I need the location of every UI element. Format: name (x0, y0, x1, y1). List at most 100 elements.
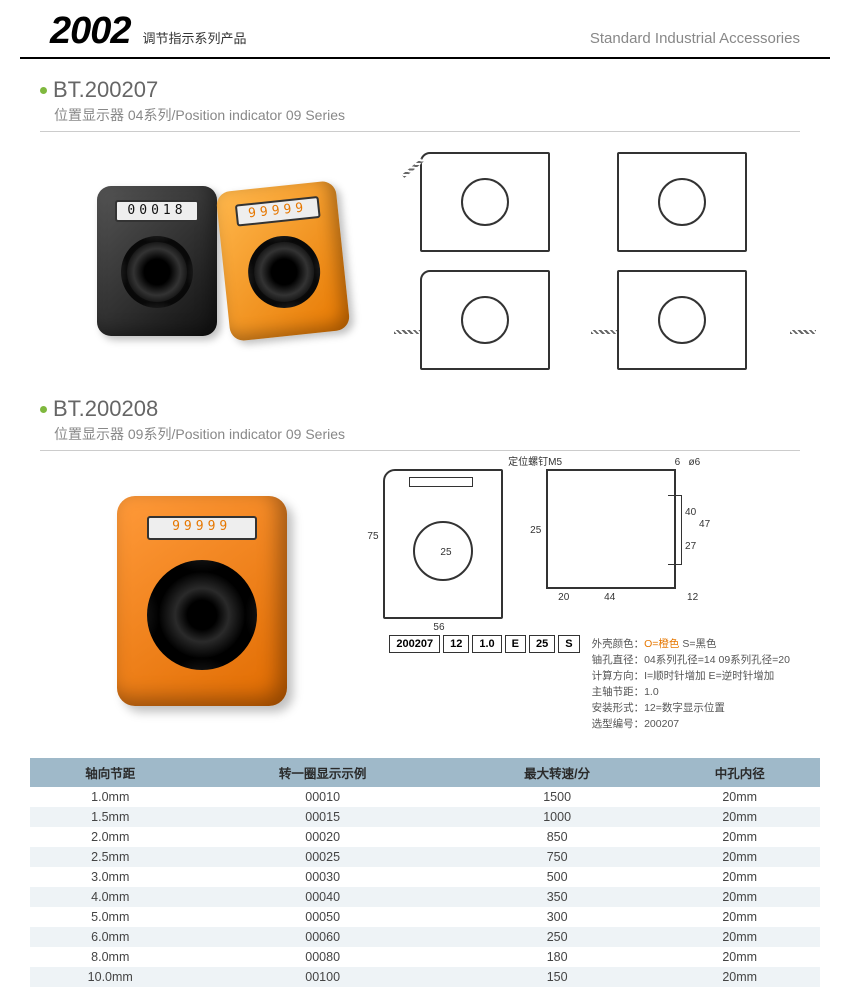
order-code-cell: 1.0 (472, 635, 501, 653)
counter-orange: 99999 (235, 196, 321, 227)
dim-tb: ø6 (689, 457, 701, 468)
counter-big: 99999 (147, 516, 257, 540)
dim-ta: 6 (675, 457, 681, 468)
order-code-cell: 25 (529, 635, 555, 653)
page-header: 2002 调节指示系列产品 Standard Industrial Access… (20, 0, 830, 59)
table-row: 1.0mm00010150020mm (30, 787, 820, 807)
header-subtitle: 调节指示系列产品 (143, 28, 247, 53)
table-cell: 500 (455, 867, 660, 887)
table-cell: 1500 (455, 787, 660, 807)
table-cell: 6.0mm (30, 927, 191, 947)
dim-a: 20 (558, 592, 569, 603)
table-header: 轴向节距 (30, 758, 191, 787)
table-cell: 4.0mm (30, 887, 191, 907)
order-code-line: 主轴节距：1.0 (592, 684, 790, 699)
indicator-black: 00018 (97, 186, 217, 336)
order-code-cell: S (558, 635, 579, 653)
table-cell: 00060 (191, 927, 455, 947)
table-cell: 3.0mm (30, 867, 191, 887)
table-cell: 00100 (191, 967, 455, 987)
table-cell: 20mm (659, 787, 820, 807)
bore-hole (245, 232, 324, 311)
spec-table: 轴向节距转一圈显示示例最大转速/分中孔内径 1.0mm00010150020mm… (30, 758, 820, 987)
table-cell: 250 (455, 927, 660, 947)
product-1: BT.200207 位置显示器 04系列/Position indicator … (0, 59, 850, 390)
product-1-code: BT.200207 (53, 77, 158, 103)
indicator-big-orange: 99999 (117, 496, 287, 706)
table-cell: 00020 (191, 827, 455, 847)
table-row: 6.0mm0006025020mm (30, 927, 820, 947)
table-row: 2.5mm0002575020mm (30, 847, 820, 867)
table-cell: 00030 (191, 867, 455, 887)
order-code-line: 外壳颜色：O=橙色 S=黑色 (592, 636, 790, 651)
order-code-line: 安装形式：12=数字显示位置 (592, 700, 790, 715)
product-2-code: BT.200208 (53, 396, 158, 422)
table-cell: 850 (455, 827, 660, 847)
table-cell: 8.0mm (30, 947, 191, 967)
table-cell: 2.0mm (30, 827, 191, 847)
table-cell: 20mm (659, 947, 820, 967)
table-cell: 00040 (191, 887, 455, 907)
dim-c: 12 (687, 592, 698, 603)
table-row: 1.5mm00015100020mm (30, 807, 820, 827)
table-row: 10.0mm0010015020mm (30, 967, 820, 987)
order-code-line: 选型编号：200207 (592, 716, 790, 731)
table-cell: 1.0mm (30, 787, 191, 807)
table-cell: 20mm (659, 967, 820, 987)
table-cell: 00025 (191, 847, 455, 867)
product-2-desc: 位置显示器 09系列/Position indicator 09 Series (40, 422, 800, 451)
table-header: 中孔内径 (659, 758, 820, 787)
order-code-line: 铀孔直径：04系列孔径=14 09系列孔径=20 (592, 652, 790, 667)
dim-h3: 47 (699, 519, 710, 530)
table-cell: 00015 (191, 807, 455, 827)
dim-w: 56 (433, 622, 444, 633)
dim-bore: 25 (440, 547, 451, 558)
product-2-photo: 99999 (40, 461, 363, 740)
table-cell: 00010 (191, 787, 455, 807)
dim-h1: 25 (530, 525, 541, 536)
indicator-orange: 99999 (215, 180, 350, 342)
table-cell: 20mm (659, 827, 820, 847)
order-code-diagram: 200207121.0E25S 外壳颜色：O=橙色 S=黑色铀孔直径：04系列孔… (383, 635, 790, 732)
dim-side-view: 定位螺钉M5 20 44 12 25 40 47 27 6 ø6 (546, 469, 676, 589)
table-cell: 750 (455, 847, 660, 867)
table-cell: 150 (455, 967, 660, 987)
table-header: 最大转速/分 (455, 758, 660, 787)
order-code-cell: 12 (443, 635, 469, 653)
tech-view-3 (420, 270, 550, 370)
order-code-line: 计算方向：I=顺时针增加 E=逆时针增加 (592, 668, 790, 683)
dim-h4: 27 (685, 541, 696, 552)
order-code-cell: E (505, 635, 526, 653)
table-cell: 5.0mm (30, 907, 191, 927)
table-cell: 00050 (191, 907, 455, 927)
table-row: 2.0mm0002085020mm (30, 827, 820, 847)
dim-front-view: 75 25 56 (383, 469, 503, 619)
table-cell: 00080 (191, 947, 455, 967)
bullet-icon (40, 406, 47, 413)
bullet-icon (40, 87, 47, 94)
dim-note: 定位螺钉M5 (508, 453, 562, 468)
table-cell: 350 (455, 887, 660, 907)
product-2-diagrams: 75 25 56 定位螺钉M5 20 44 12 25 40 47 27 6 ø… (363, 461, 810, 740)
table-row: 3.0mm0003050020mm (30, 867, 820, 887)
tech-view-4 (617, 270, 747, 370)
product-2: BT.200208 位置显示器 09系列/Position indicator … (0, 390, 850, 750)
bore-hole-big (147, 560, 257, 670)
dim-b: 44 (604, 592, 615, 603)
tech-view-1 (420, 152, 550, 252)
table-cell: 20mm (659, 807, 820, 827)
table-cell: 180 (455, 947, 660, 967)
product-1-photo: 00018 99999 (40, 142, 400, 380)
table-cell: 20mm (659, 927, 820, 947)
product-1-desc: 位置显示器 04系列/Position indicator 09 Series (40, 103, 800, 132)
bore-hole (121, 236, 193, 308)
table-cell: 2.5mm (30, 847, 191, 867)
header-right: Standard Industrial Accessories (590, 30, 800, 53)
product-1-diagrams (400, 142, 810, 380)
table-header: 转一圈显示示例 (191, 758, 455, 787)
table-row: 4.0mm0004035020mm (30, 887, 820, 907)
header-year: 2002 (50, 10, 131, 53)
table-cell: 300 (455, 907, 660, 927)
table-cell: 10.0mm (30, 967, 191, 987)
dim-h: 75 (367, 531, 378, 542)
